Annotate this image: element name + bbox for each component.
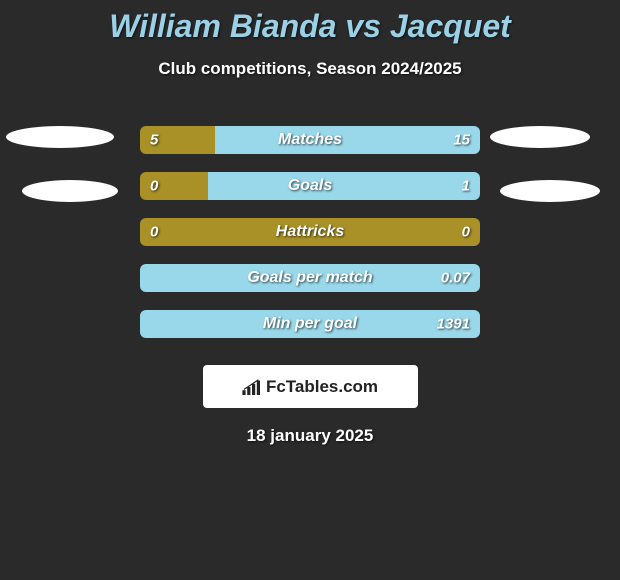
bar-chart-icon <box>242 379 262 395</box>
subtitle: Club competitions, Season 2024/2025 <box>0 59 620 79</box>
logo-box: FcTables.com <box>203 365 418 408</box>
stat-bar: Matches 5 15 <box>140 126 480 154</box>
stat-label: Matches <box>278 131 342 149</box>
stat-label: Goals <box>288 177 332 195</box>
stat-bar: Goals per match 0.07 <box>140 264 480 292</box>
stat-value-right: 1 <box>462 178 470 195</box>
decorative-ellipse <box>6 126 114 148</box>
stat-label: Hattricks <box>276 223 344 241</box>
decorative-ellipse <box>500 180 600 202</box>
comparison-graphic: William Bianda vs Jacquet Club competiti… <box>0 0 620 446</box>
stat-value-right: 15 <box>453 132 470 149</box>
stat-rows: Matches 5 15 Goals 0 1 Hattricks 0 0 Goals per ma… <box>0 117 620 347</box>
logo-text: FcTables.com <box>266 377 378 397</box>
stat-label: Min per goal <box>263 315 357 333</box>
bar-segment-right <box>215 126 480 154</box>
stat-value-right: 0.07 <box>441 270 470 287</box>
stat-row: Goals per match 0.07 <box>0 255 620 301</box>
bar-segment-right <box>208 172 480 200</box>
stat-value-right: 0 <box>462 224 470 241</box>
stat-value-left: 0 <box>150 178 158 195</box>
decorative-ellipse <box>22 180 118 202</box>
stat-row: Hattricks 0 0 <box>0 209 620 255</box>
stat-value-left: 0 <box>150 224 158 241</box>
page-title: William Bianda vs Jacquet <box>0 8 620 45</box>
stat-bar: Min per goal 1391 <box>140 310 480 338</box>
stat-bar: Hattricks 0 0 <box>140 218 480 246</box>
decorative-ellipse <box>490 126 590 148</box>
logo: FcTables.com <box>242 377 378 397</box>
date-text: 18 january 2025 <box>0 426 620 446</box>
stat-value-left: 5 <box>150 132 158 149</box>
stat-bar: Goals 0 1 <box>140 172 480 200</box>
stat-row: Min per goal 1391 <box>0 301 620 347</box>
stat-label: Goals per match <box>247 269 372 287</box>
stat-value-right: 1391 <box>437 316 470 333</box>
